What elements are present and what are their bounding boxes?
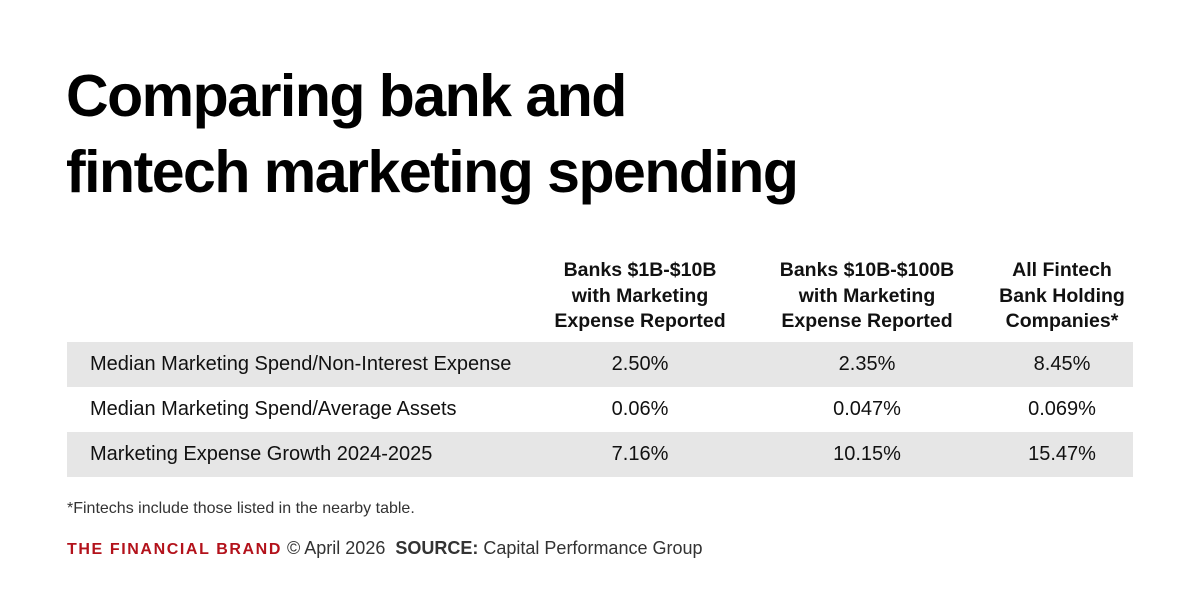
table-cell: 0.047%: [833, 398, 901, 420]
table-cell: 15.47%: [1028, 443, 1096, 465]
column-header-line: Bank Holding: [999, 284, 1125, 307]
column-header-line: Companies*: [1005, 310, 1119, 332]
column-header-banks-10b-100b: Banks $10B-$100B with Marketing Expense …: [762, 258, 972, 335]
column-header-line: Banks $10B-$100B: [779, 259, 955, 281]
column-header-line: Banks $1B-$10B: [563, 259, 717, 281]
copyright-text: © April 2026: [287, 538, 386, 558]
column-header-line: with Marketing: [571, 284, 709, 307]
table-header-row: Banks $1B-$10B with Marketing Expense Re…: [67, 258, 1133, 338]
table-cell: 0.069%: [1028, 398, 1096, 420]
source-value: Capital Performance Group: [483, 538, 703, 558]
table-cell: 2.50%: [611, 353, 669, 375]
table-body: Median Marketing Spend/Non-Interest Expe…: [67, 342, 1133, 477]
column-header-banks-1b-10b: Banks $1B-$10B with Marketing Expense Re…: [535, 258, 745, 335]
comparison-table: Banks $1B-$10B with Marketing Expense Re…: [67, 258, 1133, 477]
row-label: Median Marketing Spend/Non-Interest Expe…: [90, 353, 512, 375]
table-cell: 0.06%: [611, 398, 669, 420]
table-row: Median Marketing Spend/Average Assets 0.…: [67, 387, 1133, 432]
column-header-line: All Fintech: [1012, 259, 1112, 281]
row-label: Marketing Expense Growth 2024-2025: [90, 443, 433, 465]
table-row: Median Marketing Spend/Non-Interest Expe…: [67, 342, 1133, 387]
footer-credit: THE FINANCIAL BRAND © April 2026 SOURCE:…: [67, 536, 703, 562]
chart-title-line-2: fintech marketing spending: [66, 139, 799, 205]
footnote: *Fintechs include those listed in the ne…: [67, 500, 415, 517]
table-cell: 8.45%: [1033, 353, 1091, 375]
chart-title-line-1: Comparing bank and: [66, 63, 627, 129]
row-label: Median Marketing Spend/Average Assets: [90, 398, 457, 420]
column-header-line: Expense Reported: [781, 310, 953, 332]
table-cell: 2.35%: [838, 353, 896, 375]
brand-logo: THE FINANCIAL BRAND: [67, 541, 282, 558]
column-header-fintech-bhc: All Fintech Bank Holding Companies*: [987, 258, 1137, 335]
table-cell: 10.15%: [833, 443, 901, 465]
source-label: SOURCE:: [395, 538, 479, 558]
column-header-line: with Marketing: [798, 284, 936, 307]
table-row: Marketing Expense Growth 2024-2025 7.16%…: [67, 432, 1133, 477]
chart-title: Comparing bank and fintech marketing spe…: [66, 58, 1066, 210]
column-header-line: Expense Reported: [554, 310, 726, 332]
table-cell: 7.16%: [611, 443, 669, 465]
